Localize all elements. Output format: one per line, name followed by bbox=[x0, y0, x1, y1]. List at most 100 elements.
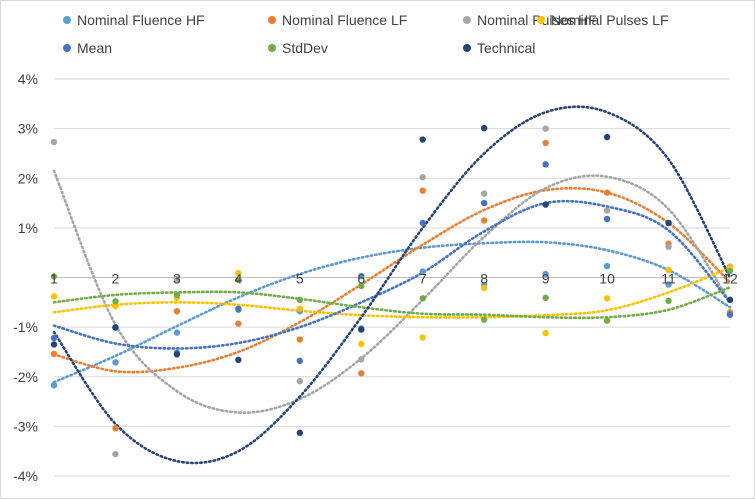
data-point-nominal-pulses-lf bbox=[542, 329, 549, 337]
data-point-nominal-pulses-hf bbox=[358, 356, 365, 363]
data-point-nominal-pulses-hf bbox=[480, 190, 488, 197]
data-point-nominal-pulses-lf bbox=[358, 340, 365, 348]
data-point-stddev bbox=[542, 294, 549, 302]
data-point-nominal-fluence-hf bbox=[173, 329, 181, 336]
data-point-stddev bbox=[726, 267, 734, 275]
data-point-nominal-pulses-lf bbox=[50, 293, 58, 300]
trendline-mean bbox=[52, 199, 732, 350]
data-point-nominal-pulses-lf bbox=[603, 295, 611, 302]
legend-marker bbox=[63, 16, 71, 24]
data-point-stddev bbox=[112, 298, 119, 305]
data-point-mean bbox=[542, 161, 549, 168]
gridlines bbox=[54, 78, 730, 477]
trendline-stddev bbox=[52, 286, 732, 320]
x-tick-label: 3 bbox=[173, 271, 181, 287]
x-tick-label: 10 bbox=[599, 271, 615, 287]
data-point-nominal-fluence-hf bbox=[358, 272, 365, 280]
data-point-stddev bbox=[296, 296, 304, 304]
data-point-nominal-pulses-hf bbox=[542, 125, 549, 132]
x-tick-label: 6 bbox=[357, 271, 365, 287]
data-point-nominal-fluence-lf bbox=[235, 320, 242, 327]
legend-label: Nominal Pulses LF bbox=[551, 12, 669, 28]
data-point-nominal-fluence-lf bbox=[296, 336, 304, 343]
data-point-stddev bbox=[603, 317, 611, 324]
legend-marker bbox=[63, 44, 71, 52]
data-point-stddev bbox=[358, 282, 365, 290]
data-point-nominal-fluence-hf bbox=[50, 381, 58, 389]
data-point-nominal-pulses-hf bbox=[112, 450, 119, 458]
data-point-stddev bbox=[480, 316, 488, 323]
y-tick-label: 1% bbox=[18, 220, 38, 236]
legend: Nominal Fluence HF Nominal Fluence LF Nomi… bbox=[63, 12, 669, 56]
data-point-stddev bbox=[665, 297, 672, 305]
data-point-mean bbox=[419, 219, 426, 227]
legend-marker bbox=[268, 16, 276, 24]
data-point-nominal-fluence-lf bbox=[419, 187, 426, 194]
data-point-nominal-fluence-hf bbox=[112, 359, 119, 366]
y-tick-label: -2% bbox=[13, 369, 38, 385]
y-tick-label: -1% bbox=[13, 319, 38, 335]
legend-label: StdDev bbox=[282, 40, 328, 56]
data-point-nominal-pulses-lf bbox=[112, 303, 119, 310]
data-point-nominal-fluence-hf bbox=[665, 281, 672, 288]
data-point-nominal-pulses-lf bbox=[419, 334, 426, 341]
x-tick-label: 7 bbox=[419, 271, 427, 287]
data-point-technical bbox=[603, 133, 611, 141]
data-point-technical bbox=[665, 219, 672, 227]
legend-label: Nominal Fluence LF bbox=[282, 12, 407, 28]
data-point-nominal-pulses-lf bbox=[296, 305, 304, 312]
data-point-nominal-pulses-hf bbox=[296, 378, 304, 385]
legend-marker bbox=[268, 44, 276, 52]
data-point-stddev bbox=[50, 273, 58, 280]
data-point-technical bbox=[173, 351, 181, 358]
x-tick-label: 2 bbox=[112, 271, 120, 287]
data-point-technical bbox=[419, 136, 426, 143]
data-point-nominal-pulses-hf bbox=[50, 138, 58, 146]
data-point-nominal-fluence-lf bbox=[542, 139, 549, 147]
data-point-nominal-fluence-lf bbox=[603, 189, 611, 196]
trendline-nominal-fluence-hf bbox=[52, 240, 732, 384]
trendline-technical bbox=[52, 105, 732, 465]
data-point-mean bbox=[603, 215, 611, 223]
legend-marker bbox=[463, 44, 471, 52]
x-tick-label: 1 bbox=[50, 271, 58, 287]
x-tick-label: 4 bbox=[234, 271, 242, 287]
y-tick-label: 4% bbox=[18, 71, 38, 87]
y-tick-label: 3% bbox=[18, 121, 38, 137]
x-tick-label: 9 bbox=[542, 271, 550, 287]
x-tick-label: 8 bbox=[480, 271, 488, 287]
data-point-technical bbox=[296, 429, 304, 437]
data-point-technical bbox=[542, 201, 549, 208]
data-point-technical bbox=[358, 326, 365, 333]
x-tick-label: 12 bbox=[722, 271, 738, 287]
trendlines bbox=[52, 105, 732, 465]
data-point-mean bbox=[296, 357, 304, 365]
y-tick-label: 2% bbox=[18, 170, 38, 186]
data-point-mean bbox=[726, 311, 734, 318]
data-point-nominal-fluence-lf bbox=[50, 350, 58, 358]
legend-label: Mean bbox=[77, 40, 112, 56]
legend-label: Technical bbox=[477, 40, 535, 56]
y-tick-label: -3% bbox=[13, 418, 38, 434]
data-point-stddev bbox=[235, 276, 242, 284]
data-point-technical bbox=[50, 341, 58, 348]
data-point-nominal-pulses-hf bbox=[419, 174, 426, 181]
axis-labels: -4%-3%-2%-1%1%2%3%4%1 2 3 4 5 6 7 8 9 10 11 12 bbox=[13, 71, 738, 484]
data-point-nominal-pulses-hf bbox=[603, 207, 611, 214]
data-point-nominal-fluence-hf bbox=[603, 262, 611, 270]
x-tick-label: 5 bbox=[296, 271, 304, 287]
data-point-mean bbox=[50, 334, 58, 342]
data-point-nominal-fluence-lf bbox=[358, 370, 365, 377]
legend-label: Nominal Fluence HF bbox=[77, 12, 205, 28]
data-point-stddev bbox=[173, 291, 181, 299]
data-point-mean bbox=[480, 199, 488, 207]
trendline-nominal-fluence-lf bbox=[52, 186, 732, 374]
data-point-technical bbox=[480, 124, 488, 132]
data-point-nominal-fluence-hf bbox=[542, 270, 549, 278]
data-point-nominal-fluence-lf bbox=[112, 425, 119, 432]
legend-marker bbox=[463, 16, 471, 24]
data-point-technical bbox=[112, 324, 119, 331]
data-point-nominal-pulses-lf bbox=[665, 266, 672, 274]
